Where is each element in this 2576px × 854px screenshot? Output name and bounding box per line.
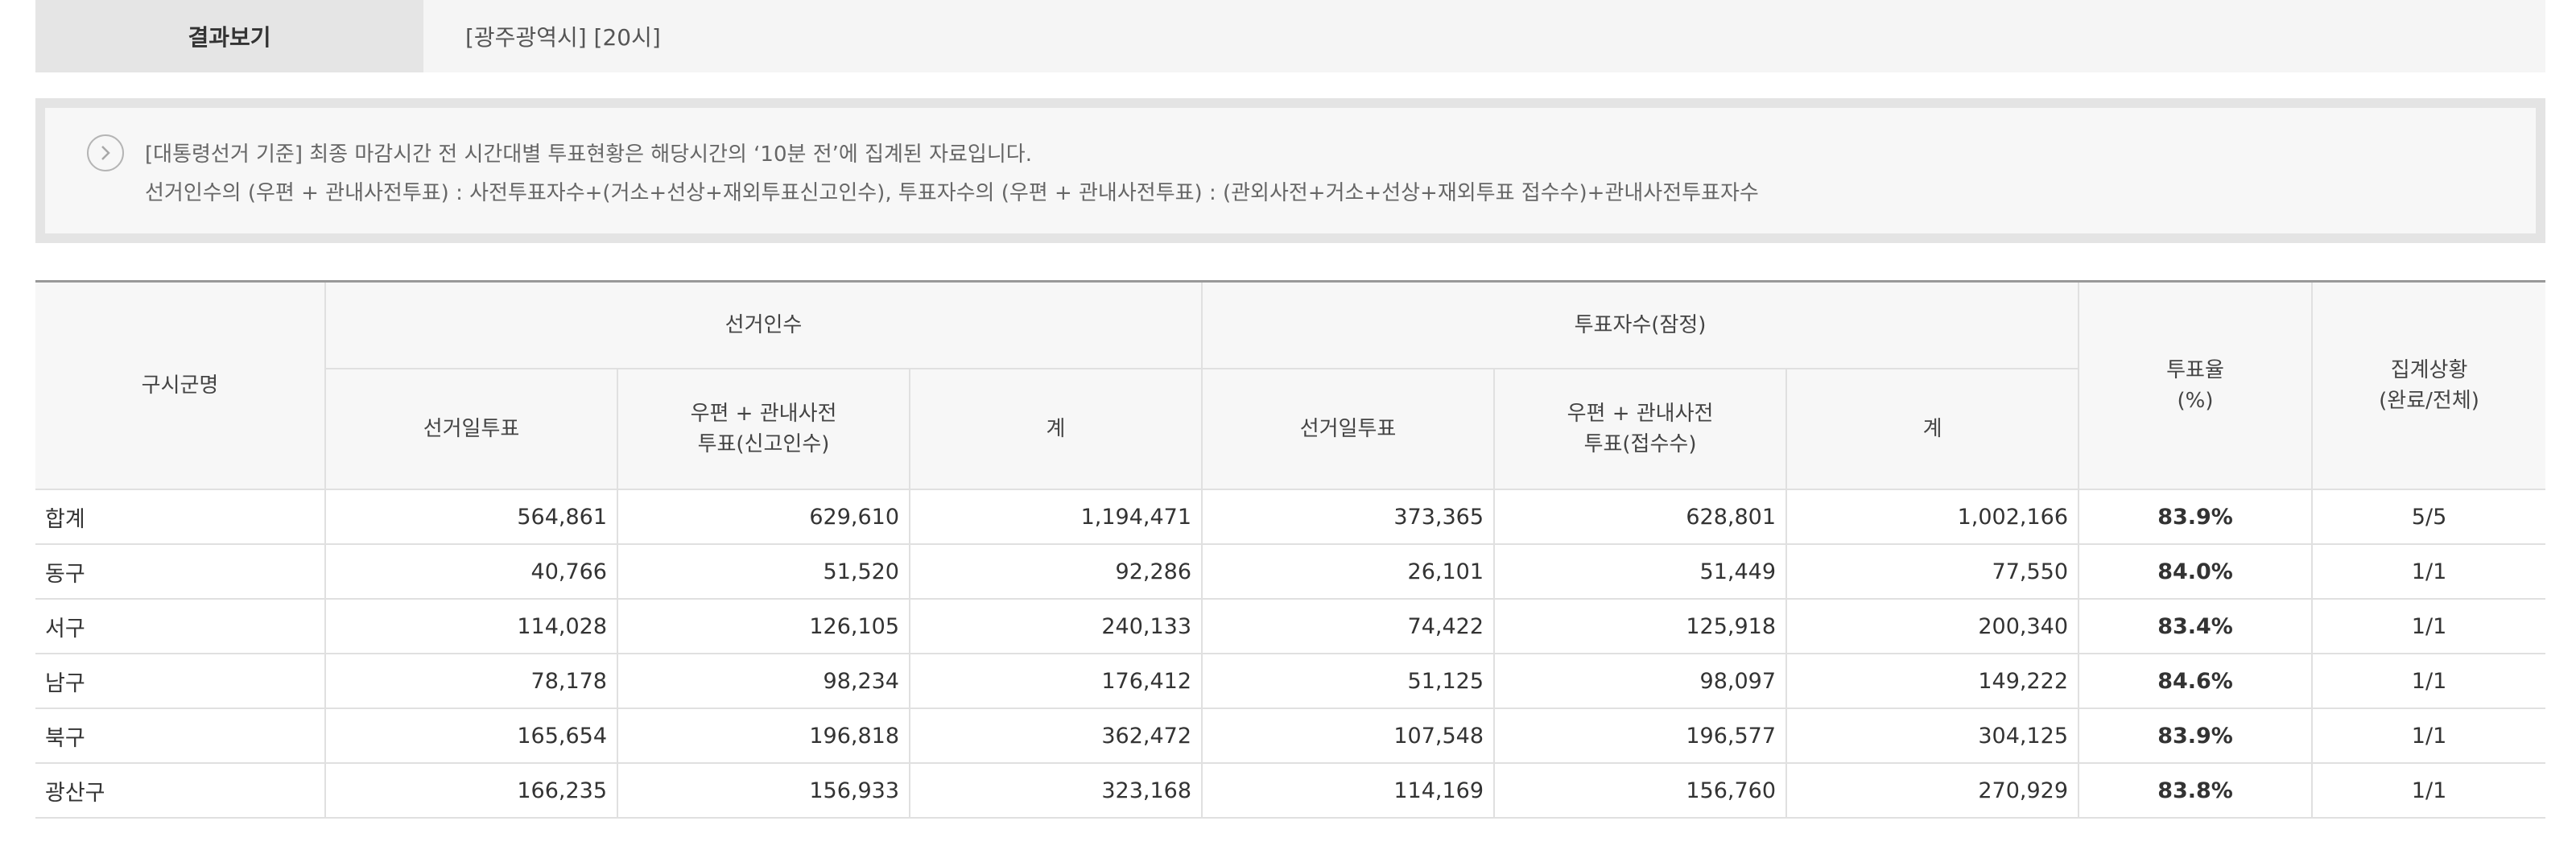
chevron-right-circle-icon [87, 134, 124, 171]
notice-box: [대통령선거 기준] 최종 마감시간 전 시간대별 투표현황은 해당시간의 ‘1… [35, 98, 2545, 243]
cell-voters-mail: 156,760 [1493, 762, 1788, 819]
cell-voters-mail: 51,449 [1493, 543, 1788, 600]
header-electors-mail-line1: 우편 + 관내사전 [690, 402, 837, 426]
cell-rate: 83.9% [2078, 708, 2314, 764]
cell-electors-total: 240,133 [908, 598, 1203, 654]
cell-rate: 83.9% [2078, 489, 2314, 545]
cell-rate: 83.4% [2078, 598, 2314, 654]
header-electors-mail-line2: 투표(신고인수) [697, 432, 830, 456]
table-row: 광산구 166,235 156,933 323,168 114,169 156,… [35, 762, 2546, 819]
cell-electors-day: 166,235 [324, 762, 618, 819]
cell-electors-mail: 98,234 [617, 653, 910, 709]
cell-electors-mail: 156,933 [617, 762, 910, 819]
cell-voters-mail: 196,577 [1493, 708, 1788, 764]
cell-voters-total: 149,222 [1785, 653, 2080, 709]
cell-region: 동구 [35, 543, 326, 600]
cell-voters-mail: 628,801 [1493, 489, 1788, 545]
cell-status: 1/1 [2311, 598, 2546, 654]
result-row: 결과보기 [광주광역시] [20시] [35, 0, 2545, 72]
cell-status: 5/5 [2311, 489, 2546, 545]
header-rate-line2: (%) [2177, 389, 2214, 413]
cell-status: 1/1 [2311, 762, 2546, 819]
cell-voters-day: 51,125 [1201, 653, 1496, 709]
cell-voters-mail: 98,097 [1493, 653, 1788, 709]
notice-line-2: 선거인수의 (우편 + 관내사전투표) : 사전투표자수+(거소+선상+재외투표… [145, 181, 1759, 205]
cell-voters-total: 77,550 [1785, 543, 2080, 600]
notice-text: [대통령선거 기준] 최종 마감시간 전 시간대별 투표현황은 해당시간의 ‘1… [145, 135, 1759, 212]
cell-voters-mail: 125,918 [1493, 598, 1788, 654]
cell-voters-day: 107,548 [1201, 708, 1496, 764]
header-voters: 투표자수(잠정) [1201, 280, 2080, 369]
cell-electors-mail: 196,818 [617, 708, 910, 764]
cell-electors-total: 362,472 [908, 708, 1203, 764]
cell-electors-mail: 629,610 [617, 489, 910, 545]
header-region: 구시군명 [35, 280, 326, 490]
turnout-table: 구시군명 선거인수 투표자수(잠정) 투표율 (%) 집계상황 (완료/전체) … [35, 280, 2546, 819]
cell-region: 북구 [35, 708, 326, 764]
cell-electors-total: 92,286 [908, 543, 1203, 600]
header-status-line2: (완료/전체) [2379, 389, 2479, 413]
table-row: 북구 165,654 196,818 362,472 107,548 196,5… [35, 708, 2546, 764]
notice-line-1: [대통령선거 기준] 최종 마감시간 전 시간대별 투표현황은 해당시간의 ‘1… [145, 142, 1032, 167]
result-value: [광주광역시] [20시] [423, 0, 2545, 72]
cell-region: 서구 [35, 598, 326, 654]
cell-electors-day: 114,028 [324, 598, 618, 654]
cell-voters-day: 373,365 [1201, 489, 1496, 545]
table-body: 합계 564,861 629,610 1,194,471 373,365 628… [35, 489, 2546, 819]
cell-electors-total: 323,168 [908, 762, 1203, 819]
cell-region: 남구 [35, 653, 326, 709]
cell-voters-day: 26,101 [1201, 543, 1496, 600]
table-row: 서구 114,028 126,105 240,133 74,422 125,91… [35, 598, 2546, 654]
header-status-line1: 집계상황 [2390, 358, 2468, 382]
cell-voters-total: 304,125 [1785, 708, 2080, 764]
cell-electors-day: 165,654 [324, 708, 618, 764]
cell-voters-total: 1,002,166 [1785, 489, 2080, 545]
cell-status: 1/1 [2311, 543, 2546, 600]
table-row: 동구 40,766 51,520 92,286 26,101 51,449 77… [35, 543, 2546, 600]
page-container: 결과보기 [광주광역시] [20시] [대통령선거 기준] 최종 마감시간 전 … [35, 0, 2546, 819]
header-rate-line1: 투표율 [2166, 358, 2224, 382]
table-row: 남구 78,178 98,234 176,412 51,125 98,097 1… [35, 653, 2546, 709]
header-rate: 투표율 (%) [2078, 280, 2314, 490]
cell-region: 합계 [35, 489, 326, 545]
header-voters-mail-line2: 투표(접수수) [1583, 432, 1697, 456]
header-voters-mail-line1: 우편 + 관내사전 [1567, 402, 1714, 426]
cell-electors-day: 40,766 [324, 543, 618, 600]
cell-rate: 84.6% [2078, 653, 2314, 709]
header-electors-day: 선거일투표 [325, 368, 618, 490]
cell-electors-mail: 51,520 [617, 543, 910, 600]
header-electors-mail: 우편 + 관내사전 투표(신고인수) [617, 368, 910, 490]
cell-electors-day: 78,178 [324, 653, 618, 709]
cell-status: 1/1 [2311, 653, 2546, 709]
header-voters-mail: 우편 + 관내사전 투표(접수수) [1493, 368, 1788, 490]
cell-region: 광산구 [35, 762, 326, 819]
cell-rate: 84.0% [2078, 543, 2314, 600]
cell-rate: 83.8% [2078, 762, 2314, 819]
cell-status: 1/1 [2311, 708, 2546, 764]
cell-electors-mail: 126,105 [617, 598, 910, 654]
cell-electors-total: 176,412 [908, 653, 1203, 709]
cell-voters-day: 74,422 [1201, 598, 1496, 654]
result-label: 결과보기 [35, 0, 423, 72]
header-status: 집계상황 (완료/전체) [2311, 280, 2546, 490]
cell-voters-total: 270,929 [1785, 762, 2080, 819]
header-voters-day: 선거일투표 [1201, 368, 1496, 490]
cell-voters-total: 200,340 [1785, 598, 2080, 654]
table-row: 합계 564,861 629,610 1,194,471 373,365 628… [35, 489, 2546, 545]
header-electors-total: 계 [908, 368, 1203, 490]
cell-electors-day: 564,861 [324, 489, 618, 545]
header-electors: 선거인수 [324, 280, 1203, 369]
cell-voters-day: 114,169 [1201, 762, 1496, 819]
cell-electors-total: 1,194,471 [908, 489, 1203, 545]
header-voters-total: 계 [1785, 368, 2079, 490]
